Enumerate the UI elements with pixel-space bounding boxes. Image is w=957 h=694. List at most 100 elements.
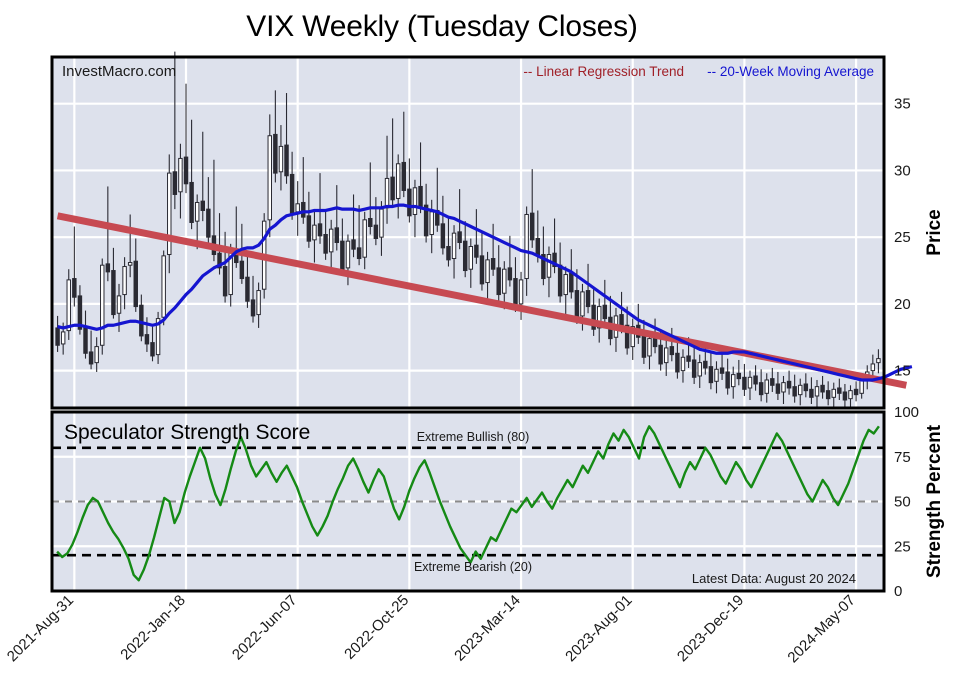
candle-body-up [848,390,853,400]
candle-body-down [72,278,77,298]
candle-body-down [792,386,797,397]
candle-body-down [139,304,144,337]
candle-body-up [870,363,876,372]
candle-body-down [390,176,395,201]
candle-body-down [675,352,680,373]
candle-body-down [289,173,295,214]
strength-panel: Speculator Strength Score Extreme Bullish… [50,404,945,600]
candle-body-down [496,267,501,296]
candle-body-up [345,240,351,269]
candle-body-up [747,376,753,389]
candle-body-up [714,368,719,382]
x-tick-label: 2022-Oct-25 [341,592,412,663]
legend-regression-label: -- Linear Regression Trend [523,64,684,79]
candle-body-down [624,324,630,349]
candle-body-down [736,372,742,380]
candle-body-down [301,201,306,218]
extreme-bullish-label: Extreme Bullish (80) [417,430,530,444]
candle-body-down [703,360,708,369]
candle-body-down [753,375,758,385]
strength-y-tick-label: 50 [894,494,911,511]
candle-body-down [183,156,189,185]
latest-data-label: Latest Data: August 20 2024 [692,571,856,586]
candle-body-up [312,224,317,241]
candle-body-down [239,260,245,280]
speculator-strength-line [56,425,880,582]
candle-body-down [284,144,289,177]
candle-body-up [167,172,172,256]
candle-body-up [429,211,434,236]
candle-body-down [133,260,138,308]
candle-body-up [267,135,273,221]
candle-body-up [580,291,585,317]
candle-body-down [719,367,725,374]
watermark-label: InvestMacro.com [62,63,176,80]
strength-y-tick-label: 0 [894,583,902,600]
candle-body-up [596,306,602,329]
price-axis-title: Price [924,209,945,255]
candle-body-down [150,342,155,357]
candle-body-down [462,240,468,272]
candle-body-up [161,255,166,318]
candle-body-up [328,228,334,253]
candle-body-down [323,234,328,254]
strength-panel-title: Speculator Strength Score [64,421,310,444]
candle-body-down [474,244,479,258]
candle-body-up [630,326,635,348]
candle-body-down [842,391,848,401]
candle-body-up [278,145,284,173]
candle-body-up [876,358,881,364]
price-y-tick-label: 35 [894,96,911,113]
x-tick-label: 2023-Mar-14 [451,592,524,665]
x-tick-label: 2021-Aug-31 [4,592,77,665]
candle-body-down [245,276,250,302]
candle-body-up [178,157,183,193]
candle-body-down [317,223,323,237]
candle-body-down [423,204,429,237]
candle-body-up [127,262,133,266]
candle-body-down [306,215,312,242]
x-tick-label: 2022-Jun-07 [229,592,301,664]
candle-body-down [658,344,663,365]
candle-body-down [529,212,535,241]
candle-body-down [418,185,423,207]
candle-body-down [853,388,859,396]
candle-body-down [334,227,340,244]
candle-body-up [647,338,652,357]
strength-y-tick-label: 100 [894,404,919,421]
candle-body-down [591,304,596,330]
candle-body-down [222,266,228,297]
extreme-bearish-label: Extreme Bearish (20) [414,560,532,574]
candle-body-down [440,223,446,249]
candle-body-down [172,171,178,195]
candle-body-down [585,290,591,308]
x-tick-label: 2022-Jan-18 [117,592,189,664]
candle-body-down [786,380,792,389]
candle-body-down [401,161,407,191]
candle-body-up [731,374,736,388]
candle-body-down [368,217,373,227]
candle-body-up [194,201,200,222]
candlestick-series [55,51,881,408]
moving-average-line [57,203,913,382]
candle-body-up [485,259,490,284]
page-title: VIX Weekly (Tuesday Closes) [246,10,638,43]
candle-body-up [295,203,300,213]
candle-body-down [552,252,557,268]
candle-body-down [111,270,116,316]
candle-body-down [535,238,541,257]
candle-body-up [155,318,161,356]
candle-body-down [708,366,714,384]
candle-body-up [680,356,686,372]
price-panel-frame [50,55,886,410]
candle-body-up [502,268,507,294]
candle-body-up [831,388,836,398]
candle-body-up [451,232,457,260]
candle-body-up [546,254,552,278]
candle-body-down [457,231,462,244]
candle-body-up [94,346,99,364]
candle-body-up [563,274,568,296]
strength-panel-frame [50,410,886,593]
strength-y-tick-label: 75 [894,449,911,466]
